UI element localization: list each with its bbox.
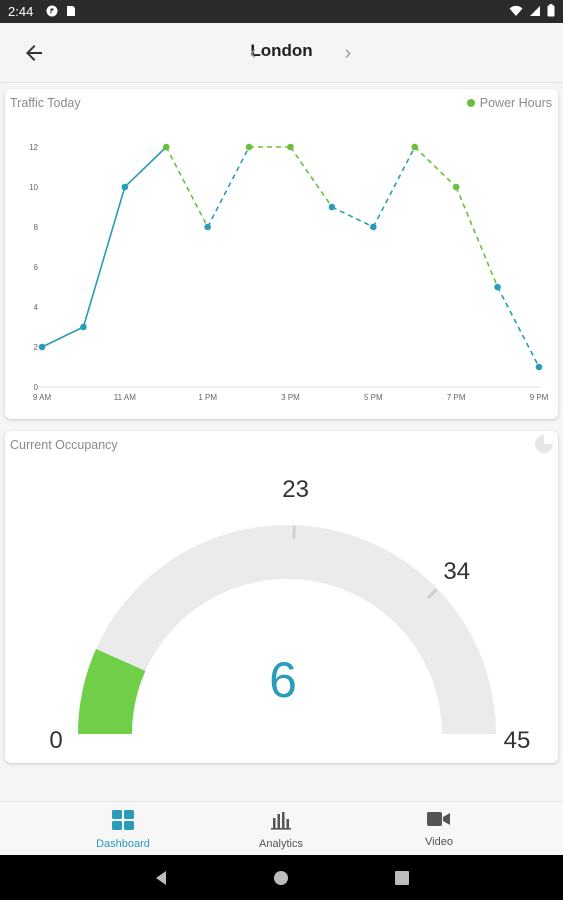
gauge-marker-tick [426, 588, 438, 599]
data-point [535, 363, 543, 371]
x-tick-label: 11 AM [114, 393, 136, 402]
nav-video[interactable]: Video [384, 810, 494, 848]
video-camera-icon [427, 812, 450, 826]
y-tick-label: 6 [34, 263, 39, 272]
dashboard-icon [112, 810, 134, 830]
system-back-icon[interactable] [152, 869, 170, 887]
traffic-line-chart: 0 2 4 6 8 10 12 9 AM 11 AM 1 PM 3 PM 5 PM 7 PM 9 PM [29, 143, 549, 402]
data-point [80, 323, 87, 331]
data-point [162, 143, 170, 151]
series-segment [206, 146, 250, 228]
x-tick-label: 5 PM [364, 393, 383, 402]
occupancy-gauge: 23 34 0 45 6 [49, 476, 531, 754]
occupancy-card-title: Current Occupancy [10, 438, 118, 452]
wifi-icon [509, 5, 523, 16]
y-tick-label: 10 [29, 183, 38, 192]
city-switcher: ‹ London › [0, 41, 563, 64]
series-segment [331, 206, 374, 228]
cell-signal-icon [530, 5, 540, 16]
y-tick-label: 12 [29, 143, 38, 152]
y-tick-label: 0 [34, 383, 39, 392]
refresh-timer-icon[interactable] [535, 435, 553, 453]
series-segment [496, 286, 540, 368]
system-recents-icon[interactable] [393, 869, 411, 887]
data-point [328, 203, 336, 211]
previous-city-chevron-icon[interactable]: ‹ [249, 42, 257, 64]
nav-analytics-label: Analytics [258, 838, 304, 850]
y-tick-label: 2 [34, 343, 39, 352]
x-tick-label: 3 PM [281, 393, 300, 402]
data-point [287, 143, 294, 151]
bottom-navigation: Dashboard Analytics Video [0, 801, 563, 855]
current-occupancy-card: Current Occupancy 23 34 0 45 6 [5, 431, 558, 763]
gauge-fill [78, 648, 146, 734]
traffic-card-title: Traffic Today [10, 96, 81, 110]
battery-icon [547, 4, 555, 17]
series-segment [289, 146, 333, 208]
data-point [38, 343, 46, 351]
next-city-chevron-icon[interactable]: › [344, 42, 352, 64]
bar-chart-icon [271, 812, 291, 830]
legend-dot-icon [466, 99, 475, 107]
gauge-track [78, 525, 496, 734]
current-occupancy-value: 6 [269, 652, 297, 708]
nav-analytics[interactable]: Analytics [226, 810, 336, 850]
x-tick-label: 9 PM [530, 393, 549, 402]
x-tick-label: 1 PM [198, 393, 217, 402]
status-indicators [509, 4, 555, 17]
data-point [204, 223, 211, 231]
series-segment [41, 326, 84, 348]
gauge-marker-label: 34 [443, 558, 470, 585]
traffic-today-card: Traffic Today Power Hours 0 2 4 6 8 10 12 9 AM 1… [5, 89, 558, 419]
data-point [370, 223, 377, 231]
chart-legend: Power Hours [466, 96, 552, 110]
sd-card-icon [67, 6, 75, 16]
nav-video-label: Video [425, 836, 453, 848]
notification-app-icon [46, 5, 58, 17]
gauge-min-label: 0 [49, 727, 62, 754]
status-time: 2:44 [8, 4, 34, 19]
series-segment [414, 146, 457, 188]
data-point [494, 283, 501, 291]
series-segment [82, 186, 126, 328]
y-tick-label: 8 [34, 223, 39, 232]
gauge-marker-label: 23 [282, 476, 309, 503]
x-tick-label: 7 PM [447, 393, 466, 402]
system-home-icon[interactable] [272, 869, 290, 887]
legend-label: Power Hours [479, 96, 552, 110]
data-point [411, 143, 419, 151]
nav-dashboard-label: Dashboard [96, 838, 150, 850]
x-tick-label: 9 AM [33, 393, 52, 402]
y-tick-label: 4 [34, 303, 39, 312]
data-point [245, 143, 253, 151]
back-arrow-icon[interactable] [22, 41, 46, 65]
series-segment [372, 146, 416, 228]
nav-dashboard[interactable]: Dashboard [68, 810, 178, 850]
status-bar: 2:44 [0, 0, 563, 23]
gauge-max-label: 45 [504, 727, 531, 754]
data-point [452, 183, 460, 191]
series-segment [455, 186, 499, 288]
data-point [121, 183, 129, 191]
app-bar: ‹ London › [0, 23, 563, 83]
series-segment [124, 146, 167, 188]
system-navigation-bar [0, 855, 563, 900]
series-segment [165, 146, 209, 228]
city-title: London [250, 41, 313, 60]
